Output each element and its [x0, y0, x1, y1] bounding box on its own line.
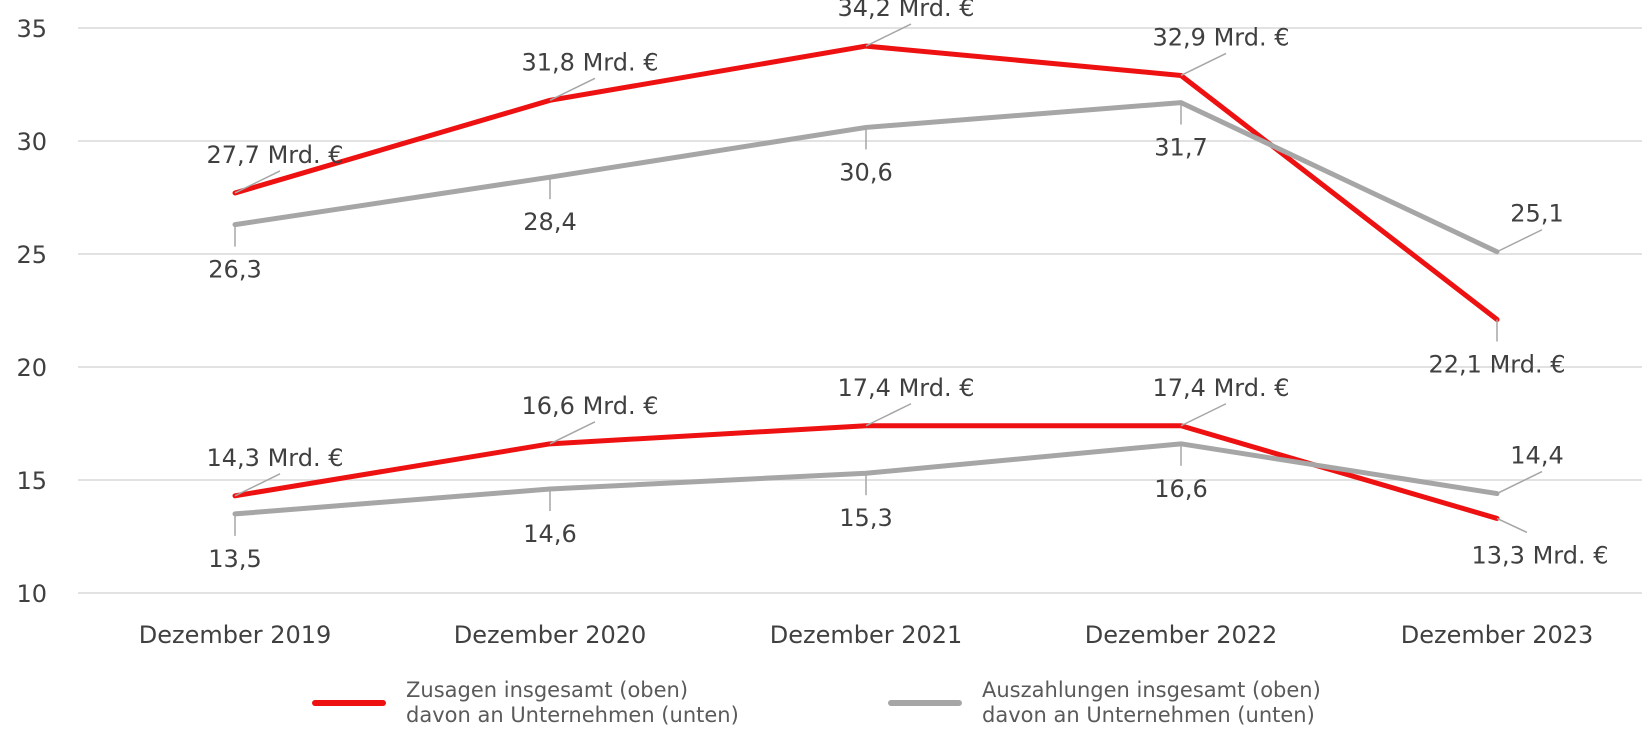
series-line-1 [232, 43, 1500, 323]
data-label-s3-3: 17,4 Mrd. € [838, 374, 975, 402]
data-label-s1-4: 32,9 Mrd. € [1153, 23, 1290, 51]
y-tick-label-10: 10 [16, 580, 47, 608]
data-label-s4-3: 15,3 [839, 504, 892, 532]
legend-label-auszahlungen: Auszahlungen insgesamt (oben) davon an U… [982, 678, 1321, 728]
data-label-s4-5: 14,4 [1510, 442, 1563, 470]
legend-auszahlungen: Auszahlungen insgesamt (oben) davon an U… [888, 678, 1321, 728]
leader-line-s4-5 [1496, 470, 1543, 495]
legend-swatch-auszahlungen [888, 700, 962, 706]
leader-line-s3-4 [1180, 403, 1227, 427]
data-label-s2-4: 31,7 [1154, 134, 1207, 162]
leader-line-s1-4 [1180, 52, 1227, 77]
x-tick-label-5: Dezember 2023 [1401, 621, 1594, 649]
data-label-s3-4: 17,4 Mrd. € [1153, 374, 1290, 402]
legend-label-zusagen: Zusagen insgesamt (oben) davon an Untern… [406, 678, 739, 728]
x-tick-label-4: Dezember 2022 [1085, 621, 1278, 649]
leader-line-s1-2 [549, 77, 596, 101]
y-tick-label-25: 25 [16, 241, 47, 269]
leader-line-s3-3 [865, 403, 912, 427]
data-label-s2-1: 26,3 [208, 256, 261, 284]
data-label-s2-3: 30,6 [839, 158, 892, 186]
legend-auszahlungen-line2: davon an Unternehmen (unten) [982, 703, 1315, 727]
series-lines [232, 43, 1500, 521]
data-label-s1-2: 31,8 Mrd. € [522, 48, 659, 76]
data-labels: 27,7 Mrd. € 31,8 Mrd. € 34,2 Mrd. € 32,9 Mr… [207, 0, 1609, 573]
data-label-s2-5: 25,1 [1510, 200, 1563, 228]
leader-line-s1-3 [865, 23, 912, 47]
x-tick-label-3: Dezember 2021 [770, 621, 963, 649]
x-tick-label-2: Dezember 2020 [454, 621, 647, 649]
data-label-s4-1: 13,5 [208, 545, 261, 573]
legend-zusagen-line2: davon an Unternehmen (unten) [406, 703, 739, 727]
legend-zusagen: Zusagen insgesamt (oben) davon an Untern… [312, 678, 739, 728]
x-tick-label-1: Dezember 2019 [139, 621, 332, 649]
data-label-s4-2: 14,6 [523, 520, 576, 548]
data-label-s3-2: 16,6 Mrd. € [522, 392, 659, 420]
y-tick-label-35: 35 [16, 15, 47, 43]
y-tick-label-30: 30 [16, 128, 47, 156]
leader-line-s3-1 [234, 473, 281, 497]
x-axis-ticks: Dezember 2019 Dezember 2020 Dezember 2021 D… [139, 621, 1594, 649]
legend-swatch-zusagen [312, 700, 386, 706]
data-label-s1-5: 22,1 Mrd. € [1429, 351, 1566, 379]
y-tick-label-15: 15 [16, 467, 47, 495]
data-label-s3-5: 13,3 Mrd. € [1472, 541, 1609, 569]
data-label-s4-4: 16,6 [1154, 475, 1207, 503]
leader-line-s2-5 [1496, 229, 1543, 253]
data-label-s2-2: 28,4 [523, 208, 576, 236]
data-label-s1-1: 27,7 Mrd. € [207, 141, 344, 169]
legend-auszahlungen-line1: Auszahlungen insgesamt (oben) [982, 678, 1321, 702]
data-label-s3-1: 14,3 Mrd. € [207, 444, 344, 472]
y-tick-label-20: 20 [16, 354, 47, 382]
leader-line-s3-2 [549, 421, 596, 445]
leader-line-s3-5 [1496, 517, 1528, 534]
y-axis-ticks: 10 15 20 25 30 35 [16, 15, 47, 608]
leader-line-s1-1 [234, 170, 281, 194]
legend-zusagen-line1: Zusagen insgesamt (oben) [406, 678, 689, 702]
data-label-s1-3: 34,2 Mrd. € [838, 0, 975, 22]
